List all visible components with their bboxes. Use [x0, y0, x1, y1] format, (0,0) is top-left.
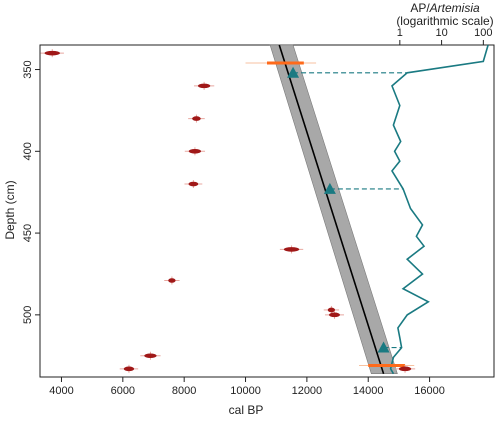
top-tick-label: 10 [435, 27, 447, 39]
sample-point [192, 116, 201, 121]
sample-point [283, 247, 300, 252]
sample-layer [40, 49, 416, 373]
top-axis-subtitle: (logarithmic scale) [396, 14, 493, 28]
x-tick-label: 14000 [353, 385, 384, 397]
tiepoint-layer [287, 66, 408, 353]
x-axis-title: cal BP [229, 403, 264, 417]
sample-point [188, 181, 199, 187]
top-axis: 1 10 100 [397, 27, 493, 46]
x-axis: 4000 6000 8000 10000 12000 14000 16000 [49, 377, 445, 397]
age-model-band-layer [269, 44, 398, 375]
y-tick-label: 450 [22, 224, 34, 242]
sample-point [188, 149, 202, 154]
sample-point [123, 366, 135, 372]
top-axis-title-prefix: AP/ [410, 1, 430, 15]
x-tick-label: 10000 [230, 385, 261, 397]
tiepoint-triangle [377, 341, 390, 353]
top-tick-label: 1 [397, 27, 403, 39]
sample-point [144, 353, 157, 359]
x-tick-label: 8000 [172, 385, 196, 397]
age-model-layer [278, 44, 385, 374]
plot-frame [39, 44, 495, 378]
y-axis: 350 400 450 500 [22, 60, 40, 324]
y-tick-label: 500 [22, 306, 34, 324]
top-axis-title-italic: Artemisia [429, 1, 480, 15]
ap-artemisia-curve-layer [389, 44, 489, 375]
y-tick-label: 350 [22, 60, 34, 78]
age-model-band [269, 44, 398, 375]
y-axis-title: Depth (cm) [3, 180, 17, 239]
x-tick-label: 4000 [49, 385, 73, 397]
x-tick-label: 6000 [111, 385, 135, 397]
sample-point [327, 307, 336, 313]
sample-point [168, 278, 176, 283]
top-axis-title: AP/Artemisia [410, 1, 480, 15]
sample-point [44, 50, 60, 56]
y-tick-label: 400 [22, 142, 34, 160]
top-tick-label: 100 [474, 27, 492, 39]
x-tick-label: 16000 [414, 385, 445, 397]
age-model-line [278, 44, 385, 374]
sample-point [197, 83, 211, 89]
sample-point [328, 312, 341, 318]
ap-artemisia-curve [389, 44, 489, 375]
tiepoint-triangle [323, 182, 336, 194]
tiepoint-triangle [287, 66, 300, 78]
sample-point [398, 366, 412, 372]
x-tick-label: 12000 [292, 385, 323, 397]
